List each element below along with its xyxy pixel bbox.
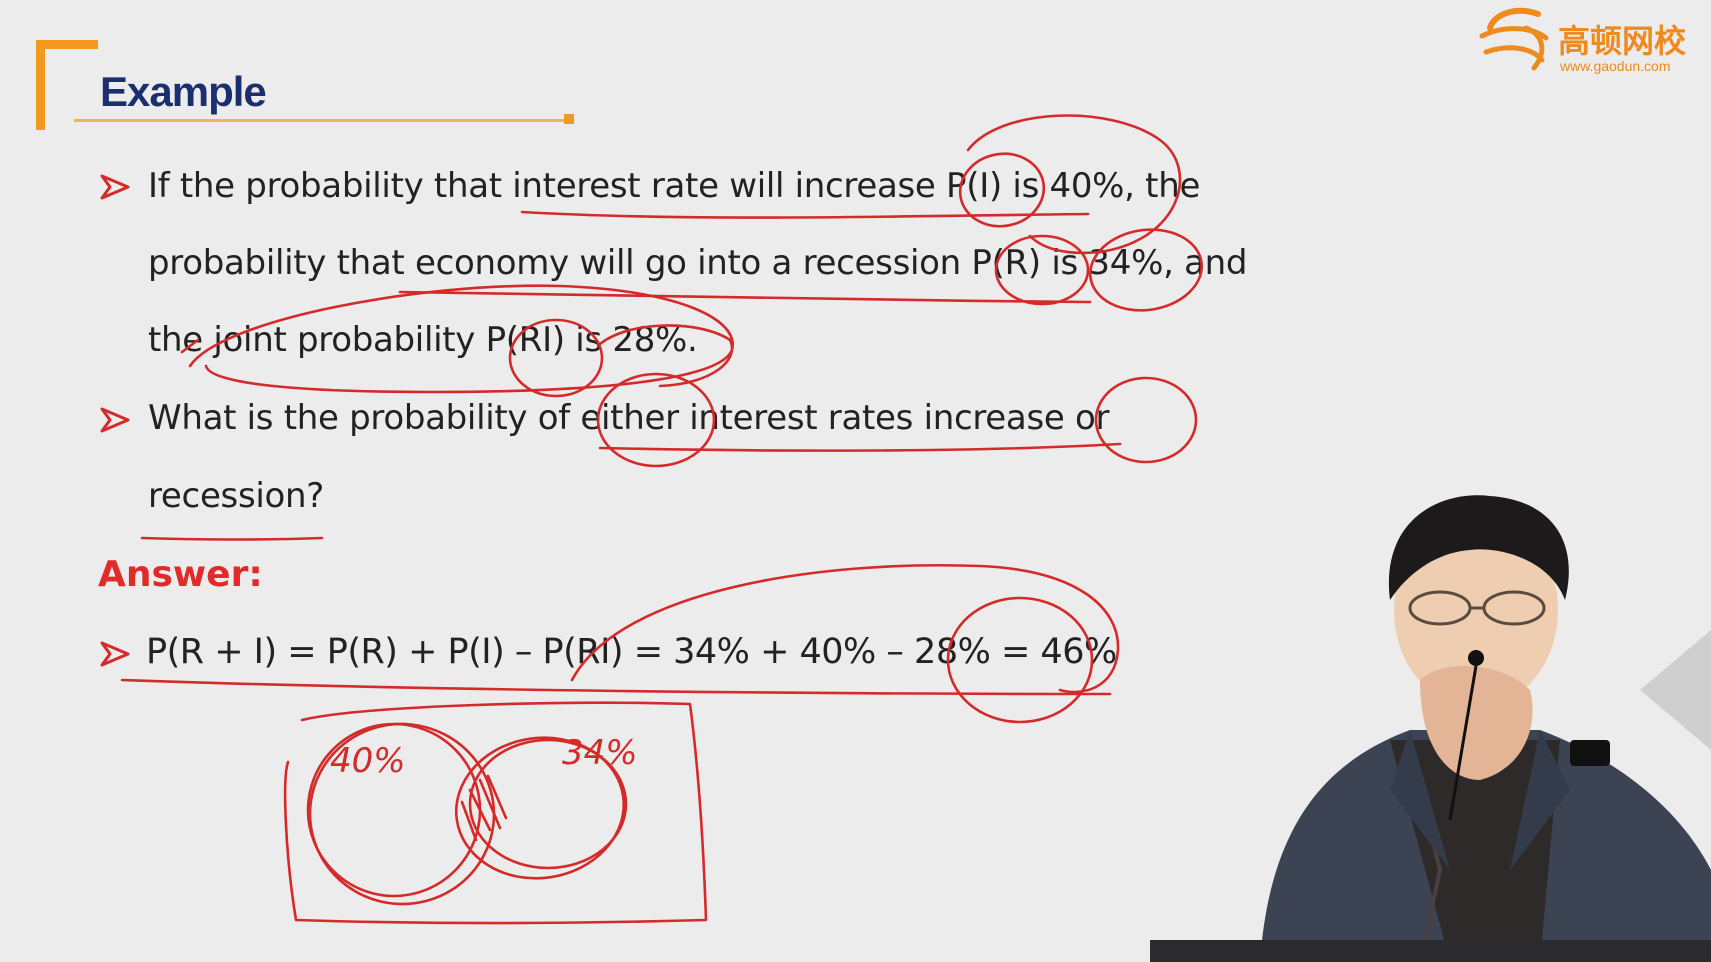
venn-left-label: 40%: [330, 741, 406, 781]
arrow-bullet-icon: [100, 174, 130, 200]
gaodun-logo: 高顿网校 www.gaodun.com: [1476, 4, 1706, 76]
arrow-bullet-icon: [100, 641, 130, 667]
question-2-line-2: recession?: [148, 476, 325, 516]
question-1-line-3: the joint probability P(RI) is 28%.: [148, 320, 698, 360]
underline-either-increase: [598, 442, 1122, 452]
gaodun-logo-icon: [1479, 7, 1549, 71]
venn-box: [283, 701, 708, 925]
answer-formula: P(R + I) = P(R) + P(I) – P(RI) = 34% + 4…: [146, 632, 1117, 672]
circle-or: [1094, 376, 1198, 464]
title-underline: [74, 119, 566, 122]
underline-recession: [398, 290, 1092, 304]
arc-over-formula: [570, 563, 1120, 694]
question-2-line-1: What is the probability of either intere…: [148, 398, 1110, 438]
presenter-desk: [1150, 940, 1711, 962]
underline-formula: [120, 678, 1112, 696]
logo-chinese-text: 高顿网校: [1558, 22, 1687, 60]
venn-overlap-shading: [460, 774, 508, 842]
title-bracket: [36, 40, 98, 130]
logo-url-text: www.gaodun.com: [1560, 58, 1671, 74]
arrow-bullet-icon: [100, 407, 130, 433]
question-1-line-1: If the probability that interest rate wi…: [148, 166, 1201, 206]
venn-circle-left: [306, 722, 482, 898]
underline-interest-rate: [520, 210, 1090, 219]
answer-label: Answer:: [98, 554, 263, 595]
presenter-video: [1260, 495, 1711, 962]
title-underline-dot: [564, 114, 574, 124]
venn-right-label: 34%: [562, 733, 638, 773]
venn-circle-right: [468, 738, 628, 870]
underline-recession-word: [140, 536, 324, 541]
slide-title: Example: [100, 68, 267, 115]
question-1-line-2: probability that economy will go into a …: [148, 243, 1248, 283]
